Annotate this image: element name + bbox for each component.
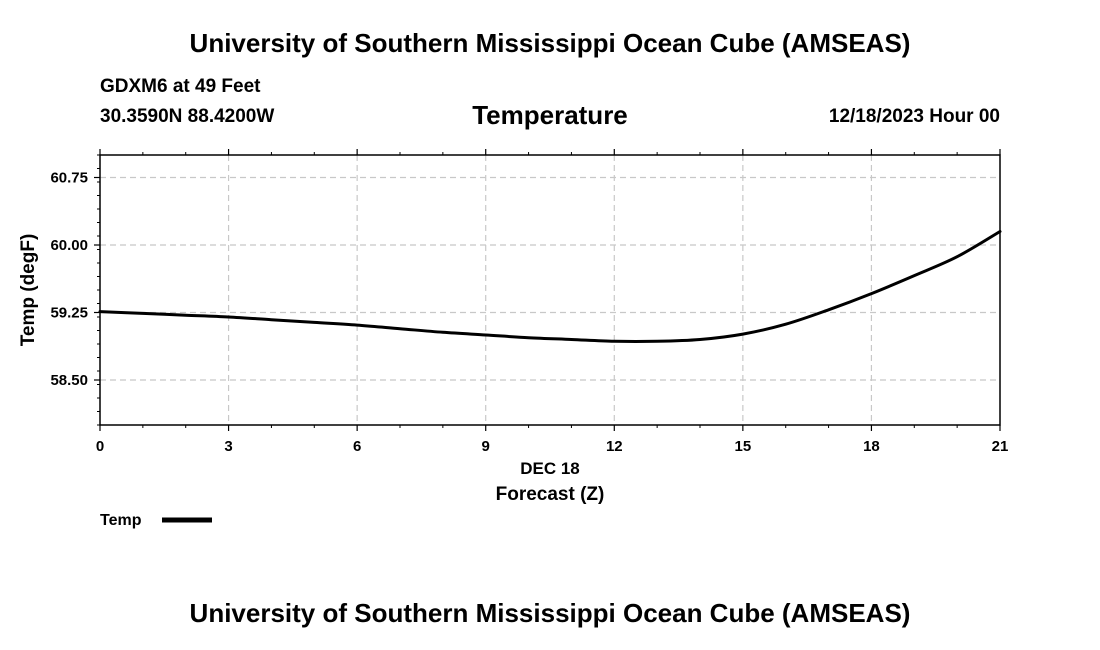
y-tick-label: 59.25 (50, 305, 88, 322)
x-tick-label: 3 (224, 438, 232, 455)
x-tick-label: 0 (96, 438, 104, 455)
x-axis-date-label: DEC 18 (520, 459, 580, 478)
grid (100, 155, 1000, 425)
y-tick-label: 60.75 (50, 170, 88, 187)
axis-labels: 0 3 6 9 12 15 18 21 58.50 59.25 60.00 60.75 (50, 170, 1008, 456)
legend-label: Temp (100, 512, 142, 529)
x-axis-title: Forecast (Z) (496, 484, 605, 505)
x-tick-label: 15 (735, 438, 752, 455)
legend: Temp (100, 512, 212, 529)
coordinates-label: 30.3590N 88.4200W (100, 106, 275, 127)
axis-ticks (94, 149, 1001, 431)
plot-area (99, 154, 1001, 426)
y-axis-title: Temp (degF) (18, 234, 39, 347)
chart-title: Temperature (472, 100, 628, 130)
station-label: GDXM6 at 49 Feet (100, 76, 261, 97)
footer-title: University of Southern Mississippi Ocean… (189, 598, 911, 628)
x-tick-label: 18 (863, 438, 880, 455)
x-tick-label: 21 (992, 438, 1009, 455)
y-tick-label: 60.00 (50, 237, 88, 254)
temp-series-line (98, 230, 1002, 344)
page-title: University of Southern Mississippi Ocean… (189, 28, 911, 58)
forecast-date: 12/18/2023 Hour 00 (828, 106, 1000, 127)
x-tick-label: 6 (353, 438, 361, 455)
y-tick-label: 58.50 (50, 372, 88, 389)
x-tick-label: 9 (482, 438, 490, 455)
x-tick-label: 12 (606, 438, 623, 455)
